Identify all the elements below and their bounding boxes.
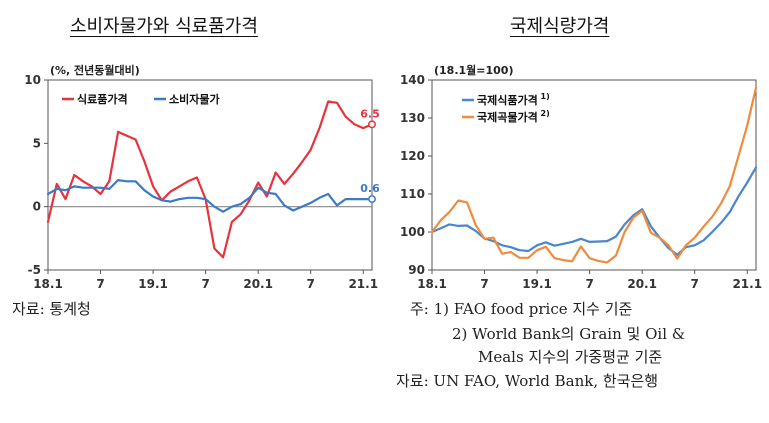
right-note-2: 2) World Bank의 Grain 및 Oil & [452,325,686,343]
left-xtick-label: 7 [96,277,104,291]
cpi-food-price-chart: -5 0 5 10 18.1 7 19.1 7 20.1 7 21.1 (%, 전년동월대비) 6.5 식… [24,63,380,291]
right-xtick-label: 20.1 [627,277,657,291]
left-series-line-0 [46,100,374,259]
right-ytick-label: 100 [400,225,425,239]
right-series-line-1 [430,86,758,264]
left-end-label-1: 0.6 [360,182,380,195]
left-ytick-label: -5 [28,263,41,277]
right-legend-footnote-0: 1) [538,92,550,101]
right-xtick-label: 7 [480,277,488,291]
right-ytick-label: 130 [400,111,425,125]
right-note-3: Meals 지수의 가중평균 기준 [478,348,663,366]
right-note-1: 주: 1) FAO food price 지수 기준 [410,300,633,318]
right-ytick-label: 90 [408,263,425,277]
right-xtick-label: 7 [691,277,699,291]
left-ytick-label: 0 [33,200,41,214]
left-plot-frame [47,79,373,271]
left-ytick-label: 10 [24,73,41,87]
right-xtick-label: 21.1 [732,277,762,291]
left-ytick-label: 5 [33,136,41,150]
left-end-marker-1 [368,195,376,204]
right-source-note: 자료: UN FAO, World Bank, 한국은행 [396,372,659,390]
left-unit-label: (%, 전년동월대비) [50,63,140,77]
left-xtick-label: 7 [307,277,315,291]
right-xtick-label: 18.1 [417,277,447,291]
right-ytick-label: 120 [400,149,425,163]
right-plot-frame [431,79,757,271]
right-ytick-label: 110 [400,187,425,201]
left-series-line-1 [46,179,374,213]
left-legend-label-1: 소비자물가 [169,92,220,106]
left-chart-title: 소비자물가와 식료품가격 [70,16,258,37]
left-xtick-label: 7 [201,277,209,291]
right-chart-title: 국제식량가격 [510,16,610,37]
left-end-label-0: 6.5 [360,107,380,120]
left-end-marker-0 [368,120,376,129]
right-legend-footnote-1: 2) [538,109,550,118]
left-source-note: 자료: 통계청 [12,300,91,318]
right-legend-label-1: 국제곡물가격 2) [477,109,550,124]
right-legend-label-0: 국제식품가격 1) [477,92,550,107]
left-legend-label-0: 식료품가격 [77,92,128,106]
right-xtick-label: 7 [585,277,593,291]
intl-food-price-chart: 90 100 110 120 130 140 18.1 7 19.1 7 20.1 7 21.1 (18.… [400,63,762,291]
right-ytick-label: 140 [400,73,425,87]
right-unit-label: (18.1월=100) [434,63,514,77]
left-xtick-label: 18.1 [33,277,63,291]
right-xtick-label: 19.1 [522,277,552,291]
right-series-line-0 [430,166,758,256]
left-xtick-label: 20.1 [243,277,273,291]
left-xtick-label: 21.1 [348,277,378,291]
left-xtick-label: 19.1 [138,277,168,291]
